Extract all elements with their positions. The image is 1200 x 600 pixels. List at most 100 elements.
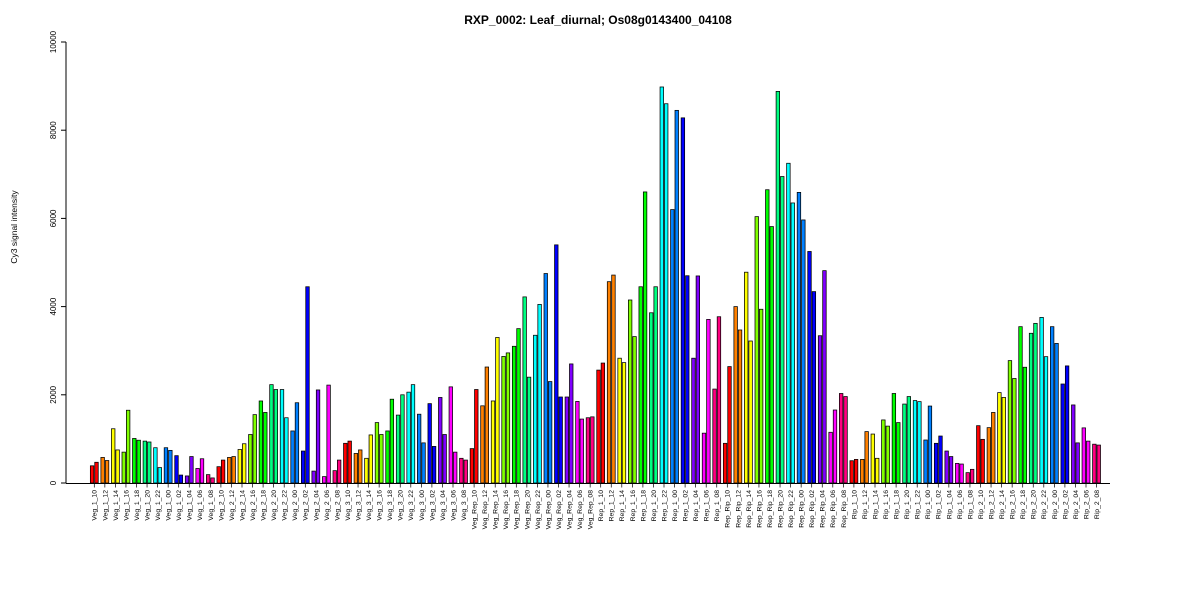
bar-Rip_1_08-replicate_2	[970, 468, 975, 484]
bar-Rep_1_14-replicate_1	[617, 357, 622, 484]
bar-Rip_2_06-replicate_2	[1086, 440, 1091, 484]
bar-Veg_Rep_16-replicate_2	[505, 352, 511, 484]
x-tick-label-Rip_1_14: Rip_1_14	[872, 490, 879, 519]
bar-Veg_3_10-replicate_1	[343, 442, 348, 484]
bar-Rip_2_02-replicate_2	[1064, 365, 1070, 484]
bar-Rep_1_12-replicate_2	[611, 274, 616, 484]
bar-Rip_2_16-replicate_1	[1007, 360, 1013, 484]
x-tick-label-Rep_Rip_04: Rep_Rip_04	[820, 490, 827, 528]
chart-title: RXP_0002: Leaf_diurnal; Os08g0143400_041…	[464, 13, 732, 27]
bar-Veg_2_04-replicate_2	[315, 389, 321, 484]
bar-Veg_3_14-replicate_1	[364, 457, 369, 484]
bar-Veg_Rep_00-replicate_1	[543, 273, 548, 484]
bar-Veg_2_02-replicate_1	[300, 450, 306, 484]
bar-Rip_1_20-replicate_1	[902, 403, 907, 484]
bar-Rip_2_08-replicate_1	[1092, 443, 1097, 484]
bar-Veg_Rep_10-replicate_1	[469, 448, 475, 484]
bar-Veg_1_12-replicate_1	[100, 457, 105, 484]
bar-Rip_2_22-replicate_2	[1043, 356, 1049, 484]
bar-Rep_Rip_22-replicate_1	[786, 162, 791, 484]
bar-Rep_Rip_10-replicate_1	[722, 442, 728, 484]
x-tick-label-Rip_2_08: Rip_2_08	[1094, 490, 1101, 519]
bar-Rip_2_20-replicate_2	[1033, 322, 1038, 484]
bar-Rip_1_12-replicate_2	[864, 431, 869, 484]
bar-Rep_Rip_02-replicate_1	[807, 251, 812, 484]
x-tick-label-Rip_2_16: Rip_2_16	[1010, 490, 1017, 519]
bar-Rep_1_04-replicate_2	[695, 275, 700, 484]
x-tick-label-Rep_Rip_12: Rep_Rip_12	[735, 490, 742, 528]
bar-Veg_1_20-replicate_2	[147, 441, 152, 484]
x-tick-label-Rep_Rip_22: Rep_Rip_22	[788, 490, 795, 528]
bar-Rip_2_16-replicate_2	[1012, 378, 1017, 484]
bar-Rep_1_20-replicate_2	[653, 286, 658, 484]
bar-Veg_3_00-replicate_1	[417, 413, 422, 484]
bar-Veg_3_08-replicate_1	[459, 457, 464, 484]
x-tick-label-Rip_1_08: Rip_1_08	[967, 490, 974, 519]
x-tick-label-Veg_3_12: Veg_3_12	[355, 490, 362, 521]
x-tick-label-Veg_Rep_12: Veg_Rep_12	[482, 490, 489, 530]
y-tick-label: 10000	[49, 30, 58, 53]
bar-Rip_1_04-replicate_2	[948, 456, 954, 484]
bar-Rip_1_10-replicate_2	[853, 459, 859, 484]
bar-Rep_1_14-replicate_2	[621, 362, 627, 484]
x-tick-label-Rep_Rip_02: Rep_Rip_02	[809, 490, 816, 528]
bar-Rep_Rip_00-replicate_1	[796, 192, 802, 484]
bar-Rip_1_06-replicate_2	[959, 463, 964, 484]
bar-Rip_1_08-replicate_1	[965, 472, 970, 484]
bar-Veg_2_16-replicate_2	[252, 414, 257, 484]
bar-Rep_Rip_18-replicate_1	[765, 189, 770, 484]
bar-Rip_1_18-replicate_1	[891, 393, 897, 484]
bar-Rip_2_02-replicate_1	[1060, 383, 1065, 484]
bar-Veg_Rep_04-replicate_2	[569, 363, 574, 484]
x-tick-label-Veg_1_20: Veg_1_20	[144, 490, 151, 521]
x-tick-label-Rep_1_20: Rep_1_20	[651, 490, 658, 522]
bar-Rip_2_12-replicate_1	[986, 427, 991, 484]
bar-Veg_Rep_10-replicate_2	[474, 389, 479, 484]
bar-Veg_3_04-replicate_2	[442, 434, 447, 484]
x-tick-label-Rep_1_04: Rep_1_04	[693, 490, 700, 522]
bar-Veg_3_20-replicate_2	[400, 394, 405, 484]
bar-Rip_1_12-replicate_1	[860, 459, 865, 484]
bar-Rep_1_00-replicate_1	[670, 209, 675, 484]
bar-Rep_1_16-replicate_1	[628, 299, 633, 484]
bar-Rip_1_20-replicate_2	[906, 396, 911, 484]
bar-Veg_Rep_06-replicate_2	[579, 418, 584, 484]
x-tick-label-Veg_Rep_08: Veg_Rep_08	[588, 490, 595, 530]
x-tick-label-Veg_Rep_00: Veg_Rep_00	[545, 490, 552, 530]
x-tick-label-Veg_3_22: Veg_3_22	[408, 490, 415, 521]
bar-Rep_Rip_08-replicate_1	[839, 393, 844, 484]
bar-Veg_Rep_20-replicate_1	[522, 296, 527, 484]
x-tick-label-Rep_1_08: Rep_1_08	[714, 490, 721, 522]
x-tick-label-Rip_1_10: Rip_1_10	[851, 490, 858, 519]
x-tick-label-Rip_2_20: Rip_2_20	[1031, 490, 1038, 519]
x-tick-label-Veg_2_08: Veg_2_08	[334, 490, 341, 521]
bar-Veg_3_06-replicate_2	[453, 451, 458, 484]
bar-Veg_Rep_02-replicate_2	[558, 396, 563, 484]
x-tick-label-Veg_3_00: Veg_3_00	[419, 490, 426, 521]
bar-Rep_1_10-replicate_2	[600, 362, 606, 484]
bar-Veg_Rep_20-replicate_2	[526, 376, 532, 484]
x-tick-label-Veg_2_00: Veg_2_00	[292, 490, 299, 521]
x-tick-label-Veg_2_10: Veg_2_10	[218, 490, 225, 521]
bar-Rip_2_04-replicate_1	[1071, 404, 1076, 484]
bar-Rep_Rip_10-replicate_2	[727, 366, 732, 484]
bar-Rep_1_06-replicate_2	[706, 319, 711, 484]
bar-Rip_2_14-replicate_1	[997, 392, 1002, 484]
bar-Veg_Rep_22-replicate_1	[533, 334, 538, 484]
bar-Veg_1_08-replicate_2	[210, 477, 215, 484]
bar-Veg_2_10-replicate_2	[220, 459, 226, 484]
bar-Veg_3_22-replicate_1	[406, 391, 411, 484]
bar-Rip_1_16-replicate_1	[881, 419, 886, 484]
x-tick-label-Rip_2_12: Rip_2_12	[988, 490, 995, 519]
bar-Rip_1_18-replicate_2	[896, 422, 901, 484]
bar-Rip_1_22-replicate_2	[917, 401, 922, 484]
bar-Veg_1_04-replicate_1	[184, 475, 190, 484]
x-tick-label-Veg_2_06: Veg_2_06	[324, 490, 331, 521]
bar-Rep_Rip_20-replicate_2	[780, 176, 785, 484]
x-tick-label-Rip_2_06: Rip_2_06	[1083, 490, 1090, 519]
bar-Rep_Rip_02-replicate_2	[811, 291, 817, 484]
bar-Veg_Rep_06-replicate_1	[575, 401, 580, 484]
bar-Veg_2_06-replicate_2	[326, 384, 331, 484]
bar-Rep_Rip_06-replicate_1	[828, 431, 833, 484]
